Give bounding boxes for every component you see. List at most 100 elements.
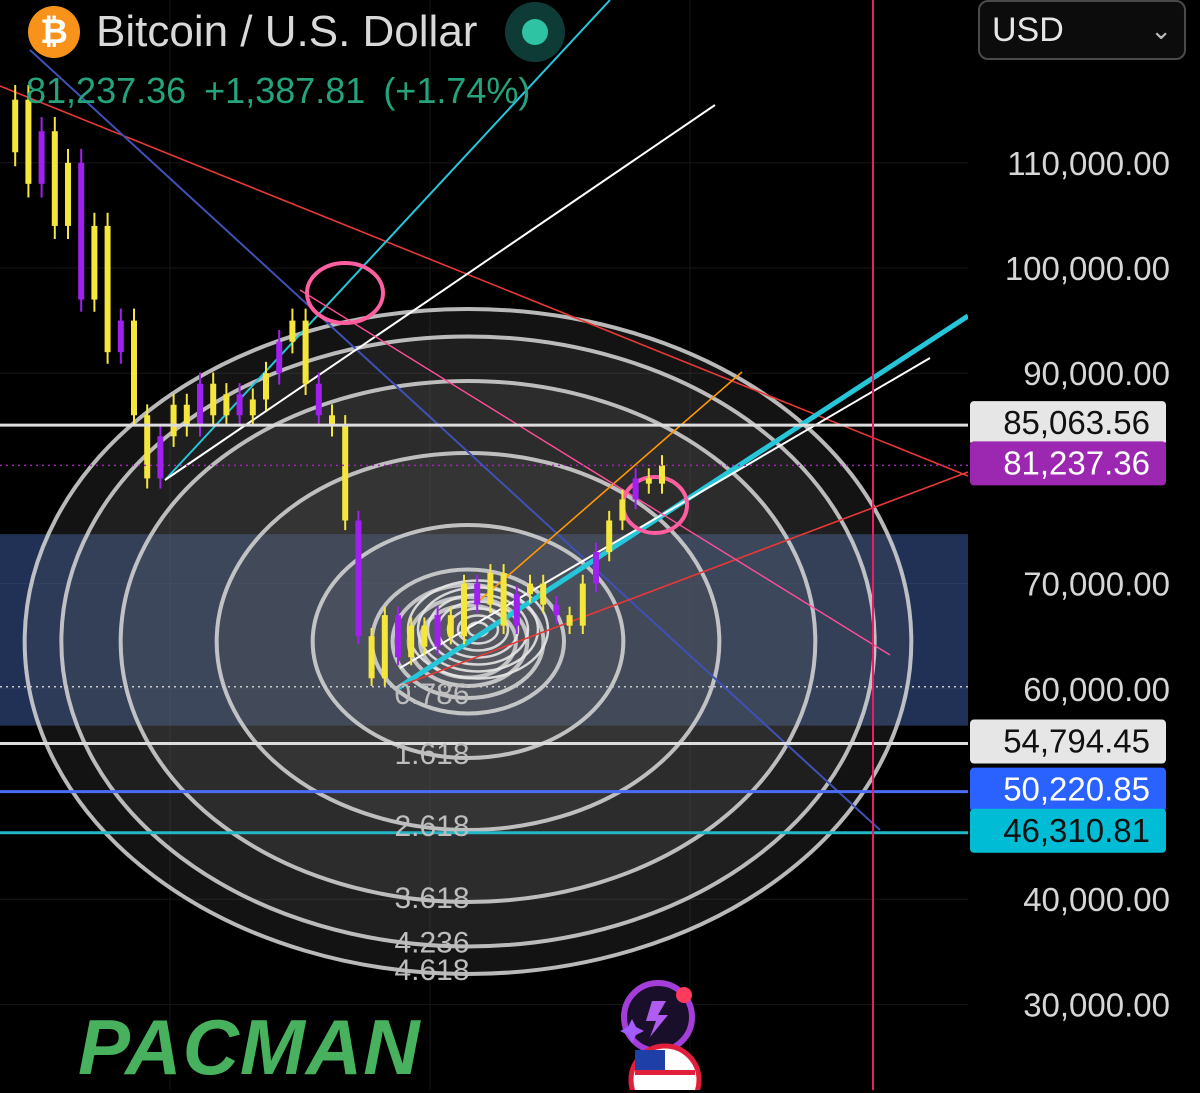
candle-body [249,399,256,416]
watermark-text: PACMAN [78,1003,421,1091]
candle-body [513,594,520,626]
candle-body [632,478,639,500]
horizontal-levels [0,423,968,835]
fib-level-label: 4.618 [394,954,469,987]
candle-body [12,99,19,153]
y-tick-label: 40,000.00 [1023,881,1170,918]
candle-body [289,320,296,342]
price-tag-label: 54,794.45 [1003,723,1150,760]
candle-body [276,341,283,374]
fib-level-label: 0.786 [394,678,469,711]
trend-line [299,289,891,656]
price-tag-label: 81,237.36 [1003,444,1150,481]
trend-line [0,85,968,477]
candle-body [329,415,335,426]
price-tag [970,401,1166,446]
candle-body [434,615,441,647]
trend-line [29,49,881,831]
chevron-down-icon: ⌄ [1150,14,1172,45]
candle-body [263,373,269,400]
candle-body [579,583,586,626]
candle-body [38,131,45,184]
symbol-title: Bitcoin / U.S. Dollar [96,7,478,56]
y-tick-label: 60,000.00 [1023,671,1170,708]
price-tag [970,719,1166,764]
candle-body [315,383,322,416]
currency-value: USD [992,10,1064,49]
boost-icon[interactable] [620,980,695,1054]
candle-body [302,320,309,384]
candle-body [170,404,177,437]
candle-body [421,625,428,647]
candle-body [355,520,362,637]
candle-body [197,383,203,426]
candle-body [527,583,533,595]
candle-body [474,583,481,605]
price-change: +1,387.81 [204,70,366,111]
candle-body [183,404,190,426]
candle-body [593,552,599,584]
candle-body [540,583,547,605]
candle-body [619,499,626,521]
price-tag-label: 46,310.81 [1003,812,1150,849]
candle-body [131,320,137,416]
candle-body [500,573,507,626]
fib-level-label: 1.618 [394,738,469,771]
candle-body [51,131,58,226]
price-change-pct: (+1.74%) [383,70,531,111]
live-indicator-icon [505,2,566,62]
candle-body [91,225,98,300]
candle-body [144,415,151,479]
candle-body [381,615,388,679]
trend-line [399,357,931,669]
y-tick-label: 90,000.00 [1023,355,1170,392]
candle-body [553,604,560,616]
fib-level-label: 4.236 [394,926,469,959]
price-tag [970,441,1166,486]
trend-line [164,104,716,481]
trend-line [479,371,743,601]
candle-body [104,225,111,353]
highlight-circle [305,261,385,325]
candle-body [78,162,85,300]
flag-icon[interactable] [628,1043,702,1090]
candle-body [223,394,230,416]
y-tick-label: 30,000.00 [1023,986,1170,1023]
candle-body [659,465,665,484]
fib-inner-ring [456,614,500,645]
candle-body [210,383,217,416]
price-axis[interactable]: 110,000.00 100,000.00 90,000.00 70,000.00 60… [1005,145,1170,1024]
fib-level-label: 3.618 [394,882,469,915]
fib-level-label: 2.618 [394,810,469,843]
candle-body [236,394,243,416]
candle-body [342,425,349,521]
candle-body [487,573,494,605]
last-price: 81,237.36 [26,70,187,111]
y-tick-label: 110,000.00 [1007,145,1170,182]
candle-body [157,436,164,479]
candle-body [25,99,32,184]
candle-body [117,320,124,353]
price-summary: 81,237.36 +1,387.81 (+1.74%) [26,70,548,112]
y-tick-label: 70,000.00 [1023,566,1170,603]
y-tick-label: 100,000.00 [1005,250,1170,287]
candle-body [395,615,401,658]
price-tag [970,767,1166,812]
candle-body [645,478,652,484]
currency-select[interactable]: USD ⌄ [978,0,1186,60]
bitcoin-icon: ₿ [28,6,80,58]
candle-body [566,615,573,626]
candle-body [606,520,613,553]
price-tag-label: 50,220.85 [1003,771,1150,808]
price-candles [12,85,665,686]
candle-body [447,615,454,637]
candle-body [408,625,415,658]
price-tag [970,808,1166,853]
candle-body [65,162,71,226]
candle-body [461,583,467,637]
price-tag-label: 85,063.56 [1003,404,1150,441]
symbol-header[interactable]: ₿ Bitcoin / U.S. Dollar [28,2,566,62]
